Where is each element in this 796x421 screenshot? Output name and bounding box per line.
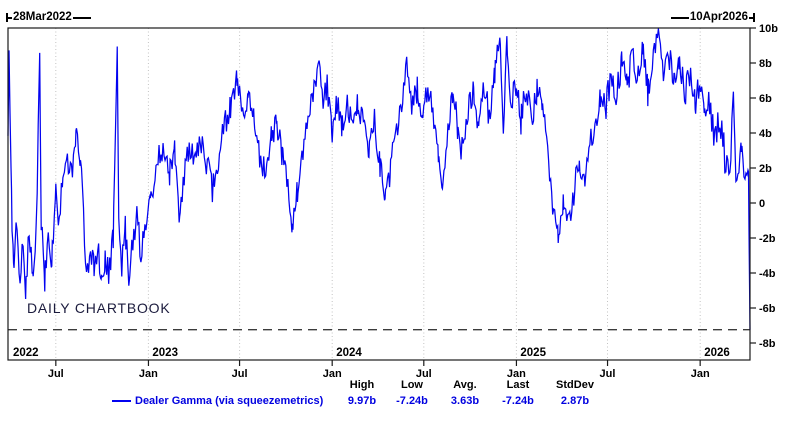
watermark: DAILY CHARTBOOK: [27, 300, 171, 316]
stat-column-last: Last -7.24b: [502, 379, 534, 408]
legend-series-entry: Dealer Gamma (via squeezemetrics): [112, 395, 323, 407]
series-line: [7, 28, 751, 330]
stat-column-avg: Avg. 3.63b: [451, 379, 479, 408]
stat-value: -7.24b: [502, 395, 534, 407]
stat-value: -7.24b: [396, 395, 428, 407]
y-axis: 10b 8b 6b 4b 2b 0 -2b -4b -6b -8b: [750, 23, 778, 350]
x-range-start-annotation: 28Mar2022: [6, 11, 91, 24]
stat-header: Low: [400, 379, 423, 391]
gridlines: [55, 28, 701, 360]
y-tick-label: -8b: [759, 338, 776, 350]
range-start-dash: [72, 16, 91, 19]
stat-header: Avg.: [453, 379, 477, 391]
stat-header: StdDev: [556, 379, 594, 391]
x-year-label: 2023: [152, 347, 178, 359]
x-month-label: Jan: [139, 368, 158, 380]
x-month-label: Jan: [691, 368, 710, 380]
stat-column-low: Low -7.24b: [396, 379, 428, 408]
stat-value: 9.97b: [347, 395, 377, 407]
x-month-label: Jul: [600, 368, 616, 380]
stat-header: High: [349, 379, 375, 391]
stat-column-high: High 9.97b: [348, 379, 376, 408]
x-axis: Jul Jan Jul Jan Jul Jan Jul Jan 2022 2023 2024 2025…: [13, 347, 730, 380]
range-start-bracket-icon: [6, 13, 8, 22]
x-month-label: Jul: [232, 368, 248, 380]
y-tick-label: -2b: [759, 233, 776, 245]
y-tick-label: 6b: [759, 93, 772, 105]
range-end-label: 10Apr2026: [689, 11, 748, 23]
x-month-label: Jan: [507, 368, 526, 380]
x-month-label: Jan: [323, 368, 342, 380]
y-tick-label: 8b: [759, 58, 772, 70]
legend-line-swatch: [112, 400, 131, 402]
y-tick-label: 10b: [759, 23, 778, 35]
x-month-label: Jul: [48, 368, 64, 380]
y-tick-label: -4b: [759, 268, 776, 280]
plot-frame: [7, 27, 751, 361]
y-tick-label: 0: [759, 198, 765, 210]
x-range-end-annotation: 10Apr2026: [670, 11, 755, 24]
range-end-bracket-icon: [753, 13, 755, 22]
y-tick-label: 2b: [759, 163, 772, 175]
y-tick-label: -6b: [759, 303, 776, 315]
range-start-label: 28Mar2022: [13, 11, 72, 23]
stat-column-stddev: StdDev 2.87b: [556, 379, 594, 408]
x-month-label: Jul: [416, 368, 432, 380]
stat-header: Last: [506, 379, 530, 391]
x-year-label: 2026: [704, 347, 730, 359]
x-year-label: 2022: [13, 347, 39, 359]
stat-value: 3.63b: [450, 395, 480, 407]
range-start-connector: [8, 16, 12, 19]
range-end-dash: [670, 16, 689, 19]
x-year-label: 2025: [520, 347, 546, 359]
range-end-connector: [749, 16, 753, 19]
y-tick-label: 4b: [759, 128, 772, 140]
stat-value: 2.87b: [560, 395, 590, 407]
x-year-label: 2024: [336, 347, 362, 359]
legend-series-label: Dealer Gamma (via squeezemetrics): [135, 395, 324, 407]
